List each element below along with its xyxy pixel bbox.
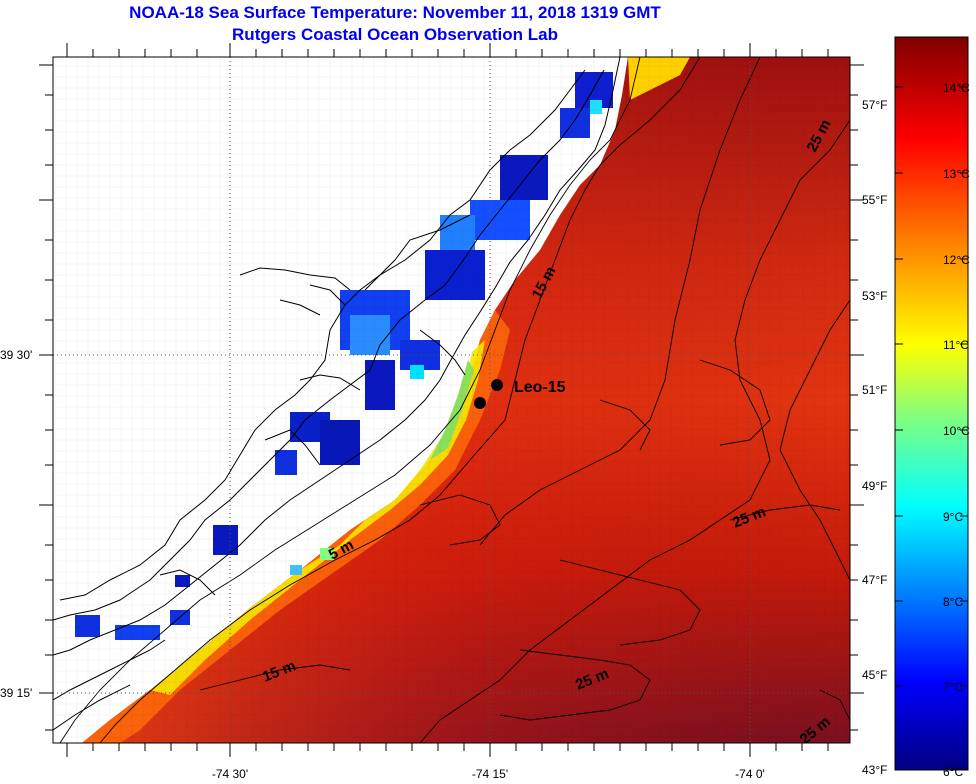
axis-ticks: [39, 43, 864, 757]
map-title: NOAA-18 Sea Surface Temperature: Novembe…: [129, 3, 661, 22]
cbar-f-57: 57°F: [862, 98, 887, 112]
lon-label-74-15: -74 15': [472, 767, 508, 781]
station-marker-nearshore: [474, 397, 486, 409]
station-label: Leo-15: [514, 379, 566, 396]
cbar-c-14: 14°C: [943, 81, 970, 95]
map-border: [52, 56, 851, 744]
pixel-grid-texture: [53, 57, 850, 743]
cbar-c-10: 10°C: [943, 424, 970, 438]
cbar-f-47: 47°F: [862, 573, 887, 587]
cbar-c-11: 11°C: [943, 338, 969, 352]
graticule: [53, 57, 850, 743]
axis-labels: 39 30' 39 15' -74 30' -74 15' -74 0': [0, 348, 765, 781]
cbar-c-13: 13°C: [943, 167, 970, 181]
lat-label-39-15: 39 15': [0, 686, 32, 700]
cbar-c-8: 8°C: [943, 595, 963, 609]
cbar-c-12: 12°C: [943, 253, 970, 267]
cbar-f-51: 51°F: [862, 383, 887, 397]
cbar-f-49: 49°F: [862, 479, 887, 493]
cbar-c-9: 9°C: [943, 510, 963, 524]
temperature-colorbar: 14°C 13°C 12°C 11°C 10°C 9°C 8°C 7°C 6°C…: [862, 36, 970, 779]
cbar-f-55: 55°F: [862, 193, 887, 207]
cbar-c-7: 7°C: [943, 680, 963, 694]
cbar-f-43: 43°F: [862, 763, 887, 777]
bathymetry-contours: [59, 57, 850, 743]
cbar-f-53: 53°F: [862, 289, 887, 303]
station-marker-offshore: [491, 379, 503, 391]
cbar-c-6: 6°C: [943, 765, 963, 779]
cbar-f-45: 45°F: [862, 668, 887, 682]
coastline: [53, 57, 621, 731]
colorbar-gradient: [894, 36, 969, 771]
leo15-station: Leo-15: [474, 379, 566, 409]
lon-label-74-0: -74 0': [735, 767, 765, 781]
lat-label-39-30: 39 30': [0, 348, 32, 362]
lon-label-74-30: -74 30': [212, 767, 248, 781]
map-subtitle: Rutgers Coastal Ocean Observation Lab: [232, 25, 558, 44]
